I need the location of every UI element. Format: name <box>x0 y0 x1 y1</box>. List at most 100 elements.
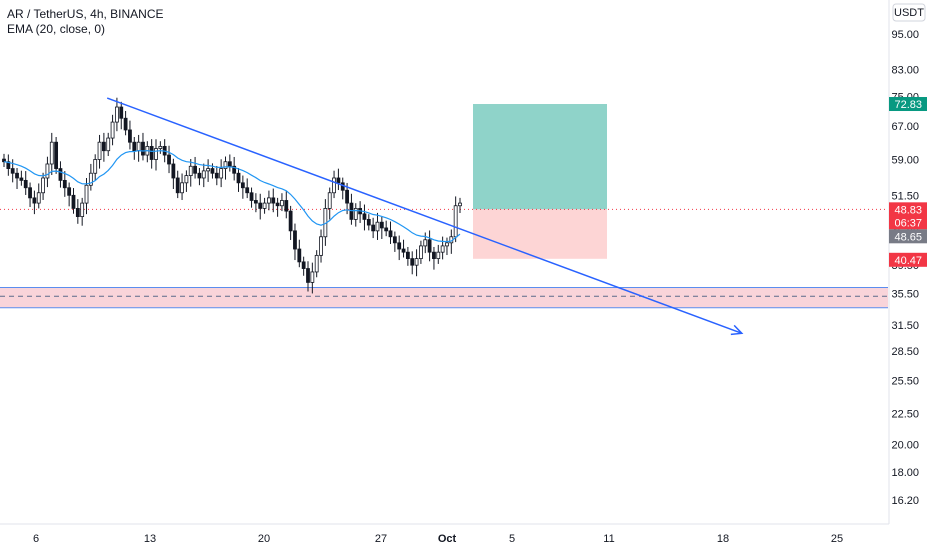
candle-body <box>388 230 393 238</box>
candle-body <box>319 236 323 256</box>
candle-body <box>141 141 145 156</box>
candle-body <box>310 271 315 283</box>
price-tag-label: 72.83 <box>894 99 922 111</box>
candle-body <box>375 221 380 232</box>
candle-body <box>158 146 163 149</box>
candle-body <box>219 168 224 179</box>
candle-body <box>401 248 406 253</box>
candle-body <box>379 221 384 229</box>
candle-body <box>214 172 219 179</box>
price-tick-label: 83.00 <box>891 65 919 77</box>
candle-body <box>75 208 80 218</box>
price-tick-label: 20.00 <box>891 439 919 451</box>
candle-body <box>371 224 376 232</box>
symbol-title[interactable]: AR / TetherUS, 4h, BINANCE <box>7 7 164 21</box>
candle-body <box>440 245 445 253</box>
time-tick-label: 20 <box>258 533 270 545</box>
price-tick-label: 67.00 <box>891 121 919 133</box>
candle-body <box>201 170 206 179</box>
candle-body <box>154 148 158 160</box>
candle-body <box>271 197 276 204</box>
candle-body <box>275 202 280 207</box>
candle-body <box>284 200 289 212</box>
time-tick-label: 27 <box>375 533 387 545</box>
candle-body <box>405 251 410 260</box>
price-tick-label: 18.00 <box>891 467 919 479</box>
candle-body <box>445 242 449 247</box>
price-tick-label: 95.00 <box>891 29 919 41</box>
price-tick-label: 51.50 <box>891 190 919 202</box>
candle-body <box>297 248 302 263</box>
candle-body <box>193 165 197 174</box>
candle-body <box>115 106 119 123</box>
candle-body <box>128 129 132 143</box>
candle-body <box>436 251 441 260</box>
candle-body <box>366 218 371 226</box>
candle-body <box>180 182 184 194</box>
price-tag <box>889 202 927 217</box>
candle-body <box>232 165 237 174</box>
candle-body <box>332 177 336 194</box>
candle-body <box>197 172 202 179</box>
price-tag <box>889 215 927 230</box>
candle-body <box>392 236 397 244</box>
candle-body <box>267 197 271 204</box>
time-tick-label: 25 <box>831 533 843 545</box>
price-tag <box>889 97 927 112</box>
candle-body <box>262 202 267 209</box>
price-tag <box>889 252 927 267</box>
candle-body <box>10 168 15 174</box>
candle-body <box>293 230 297 250</box>
candle-body <box>184 175 189 184</box>
price-tick-label: 35.50 <box>891 288 919 300</box>
candle-body <box>88 172 93 186</box>
candle-body <box>423 239 428 247</box>
price-tick-label: 22.50 <box>891 408 919 420</box>
indicator-label[interactable]: EMA (20, close, 0) <box>7 22 106 36</box>
candle-body <box>306 268 310 283</box>
time-tick-label: 5 <box>509 533 515 545</box>
candle-body <box>249 192 254 201</box>
candle-body <box>227 161 232 167</box>
candle-body <box>301 261 306 269</box>
candle-body <box>106 137 111 152</box>
candle-body <box>240 182 245 189</box>
candle-body <box>210 168 215 174</box>
candle-body <box>206 168 211 172</box>
price-tick-label: 31.50 <box>891 320 919 332</box>
price-tag-label: 48.83 <box>894 204 922 216</box>
support-zone[interactable] <box>0 287 888 308</box>
candle-body <box>80 202 85 218</box>
price-tag-label: 48.65 <box>894 231 922 243</box>
price-tag-label: 40.47 <box>894 255 922 267</box>
candle-body <box>458 202 462 207</box>
candle-body <box>58 168 63 181</box>
candle-body <box>410 258 415 266</box>
candle-body <box>23 179 28 189</box>
currency-button[interactable] <box>892 3 926 22</box>
candle-body <box>28 187 32 199</box>
candle-body <box>32 197 37 204</box>
candle-body <box>71 194 76 209</box>
candle-body <box>41 177 45 194</box>
candle-body <box>15 172 19 179</box>
candle-body <box>258 202 263 209</box>
long-position-stop-zone[interactable] <box>473 209 607 259</box>
candle-body <box>123 117 128 131</box>
candle-body <box>84 184 89 204</box>
downtrend-line[interactable] <box>106 97 743 335</box>
time-tick-label: 13 <box>144 533 156 545</box>
price-tick-label: 25.50 <box>891 375 919 387</box>
long-position-target-zone[interactable] <box>473 104 607 210</box>
candle-body <box>432 251 436 260</box>
currency-button-label[interactable]: USDT <box>894 7 924 19</box>
ema-line[interactable] <box>3 149 461 243</box>
candle-body <box>288 210 293 232</box>
candle-body <box>97 141 102 160</box>
time-tick-label: 6 <box>33 533 39 545</box>
candle-body <box>132 141 137 152</box>
price-tick-label: 28.50 <box>891 346 919 358</box>
price-tag <box>889 229 927 244</box>
